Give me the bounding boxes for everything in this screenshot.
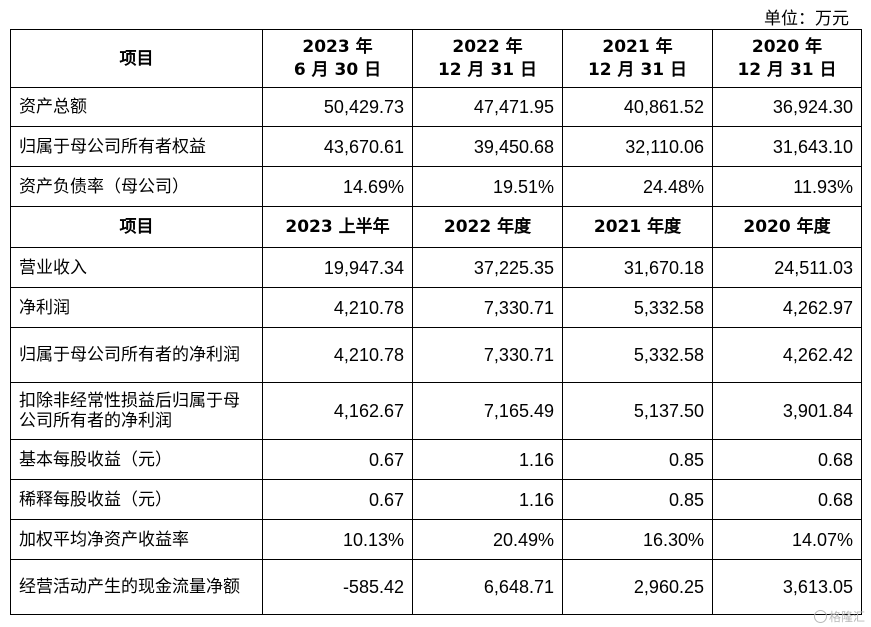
header-col-2020: 2020 年 12 月 31 日 (712, 29, 862, 88)
row-value: 3,613.05 (712, 559, 862, 615)
header-col-2023h1: 2023 年 6 月 30 日 (262, 29, 413, 88)
row-value: 16.30% (562, 519, 713, 560)
row-value: -585.42 (262, 559, 413, 615)
row-value: 20.49% (412, 519, 563, 560)
row-value: 4,210.78 (262, 287, 413, 328)
header-col-line2: 12 月 31 日 (587, 59, 688, 80)
financial-table: 项目 2023 年 6 月 30 日 2022 年 12 月 31 日 2021… (10, 29, 862, 615)
header-col-line1: 2022 年 (452, 36, 523, 57)
header-col-2021: 2021 年度 (562, 206, 713, 248)
header-col-line2: 12 月 31 日 (437, 59, 538, 80)
row-value: 7,330.71 (412, 287, 563, 328)
row-value: 47,471.95 (412, 87, 563, 127)
row-value: 31,670.18 (562, 247, 713, 288)
watermark: 格隆汇 (813, 608, 865, 625)
row-label: 归属于母公司所有者权益 (10, 126, 263, 167)
row-value: 1.16 (412, 479, 563, 520)
row-label: 资产总额 (10, 87, 263, 127)
row-value: 0.85 (562, 439, 713, 480)
header-item: 项目 (10, 29, 263, 88)
table-row: 净利润 4,210.78 7,330.71 5,332.58 4,262.97 (10, 287, 862, 328)
header-col-2022: 2022 年度 (412, 206, 563, 248)
row-label: 营业收入 (10, 247, 263, 288)
row-value: 11.93% (712, 166, 862, 207)
row-value: 3,901.84 (712, 382, 862, 440)
row-value: 19,947.34 (262, 247, 413, 288)
row-value: 5,332.58 (562, 327, 713, 383)
row-value: 4,262.97 (712, 287, 862, 328)
row-value: 14.69% (262, 166, 413, 207)
header-col-line2: 12 月 31 日 (737, 59, 837, 80)
header-col-line2: 6 月 30 日 (293, 59, 382, 80)
header-col-line1: 2021 年 (602, 36, 673, 57)
row-label: 经营活动产生的现金流量净额 (10, 559, 263, 615)
row-label: 资产负债率（母公司） (10, 166, 263, 207)
table-row: 经营活动产生的现金流量净额 -585.42 6,648.71 2,960.25 … (10, 559, 862, 615)
row-value: 0.68 (712, 439, 862, 480)
row-value: 0.67 (262, 439, 413, 480)
header-col-line1: 2023 年 (302, 36, 373, 57)
gelonghui-logo-icon (813, 610, 827, 623)
row-value: 37,225.35 (412, 247, 563, 288)
row-value: 4,162.67 (262, 382, 413, 440)
table-row: 资产总额 50,429.73 47,471.95 40,861.52 36,92… (10, 87, 862, 127)
table-row: 资产负债率（母公司） 14.69% 19.51% 24.48% 11.93% (10, 166, 862, 207)
header-col-2022: 2022 年 12 月 31 日 (412, 29, 563, 88)
row-value: 7,330.71 (412, 327, 563, 383)
row-value: 32,110.06 (562, 126, 713, 167)
row-label: 加权平均净资产收益率 (10, 519, 263, 560)
header-col-2023h1: 2023 上半年 (262, 206, 413, 248)
row-value: 24.48% (562, 166, 713, 207)
row-value: 31,643.10 (712, 126, 862, 167)
row-value: 4,210.78 (262, 327, 413, 383)
header-col-2021: 2021 年 12 月 31 日 (562, 29, 713, 88)
header-row-income: 项目 2023 上半年 2022 年度 2021 年度 2020 年度 (10, 206, 862, 248)
row-value: 19.51% (412, 166, 563, 207)
row-value: 5,332.58 (562, 287, 713, 328)
header-row-balance: 项目 2023 年 6 月 30 日 2022 年 12 月 31 日 2021… (10, 29, 862, 88)
row-label: 基本每股收益（元） (10, 439, 263, 480)
row-value: 50,429.73 (262, 87, 413, 127)
watermark-text: 格隆汇 (828, 610, 865, 624)
row-value: 0.85 (562, 479, 713, 520)
row-label: 稀释每股收益（元） (10, 479, 263, 520)
row-value: 43,670.61 (262, 126, 413, 167)
table-row: 归属于母公司所有者的净利润 4,210.78 7,330.71 5,332.58… (10, 327, 862, 383)
row-value: 4,262.42 (712, 327, 862, 383)
unit-label: 单位：万元 (764, 9, 849, 29)
table-row: 稀释每股收益（元） 0.67 1.16 0.85 0.68 (10, 479, 862, 520)
table-row: 营业收入 19,947.34 37,225.35 31,670.18 24,51… (10, 247, 862, 288)
row-value: 7,165.49 (412, 382, 563, 440)
row-label: 归属于母公司所有者的净利润 (10, 327, 263, 383)
table-row: 扣除非经常性损益后归属于母公司所有者的净利润 4,162.67 7,165.49… (10, 382, 862, 440)
row-value: 0.67 (262, 479, 413, 520)
table-row: 归属于母公司所有者权益 43,670.61 39,450.68 32,110.0… (10, 126, 862, 167)
header-item: 项目 (10, 206, 263, 248)
row-value: 0.68 (712, 479, 862, 520)
table-row: 基本每股收益（元） 0.67 1.16 0.85 0.68 (10, 439, 862, 480)
row-value: 40,861.52 (562, 87, 713, 127)
row-value: 36,924.30 (712, 87, 862, 127)
row-label: 净利润 (10, 287, 263, 328)
header-col-line1: 2020 年 (751, 36, 823, 57)
row-value: 5,137.50 (562, 382, 713, 440)
row-value: 6,648.71 (412, 559, 563, 615)
row-value: 39,450.68 (412, 126, 563, 167)
row-value: 2,960.25 (562, 559, 713, 615)
row-value: 14.07% (712, 519, 862, 560)
row-value: 10.13% (262, 519, 413, 560)
row-value: 1.16 (412, 439, 563, 480)
row-label: 扣除非经常性损益后归属于母公司所有者的净利润 (10, 382, 263, 440)
row-value: 24,511.03 (712, 247, 862, 288)
header-col-2020: 2020 年度 (712, 206, 862, 248)
table-row: 加权平均净资产收益率 10.13% 20.49% 16.30% 14.07% (10, 519, 862, 560)
